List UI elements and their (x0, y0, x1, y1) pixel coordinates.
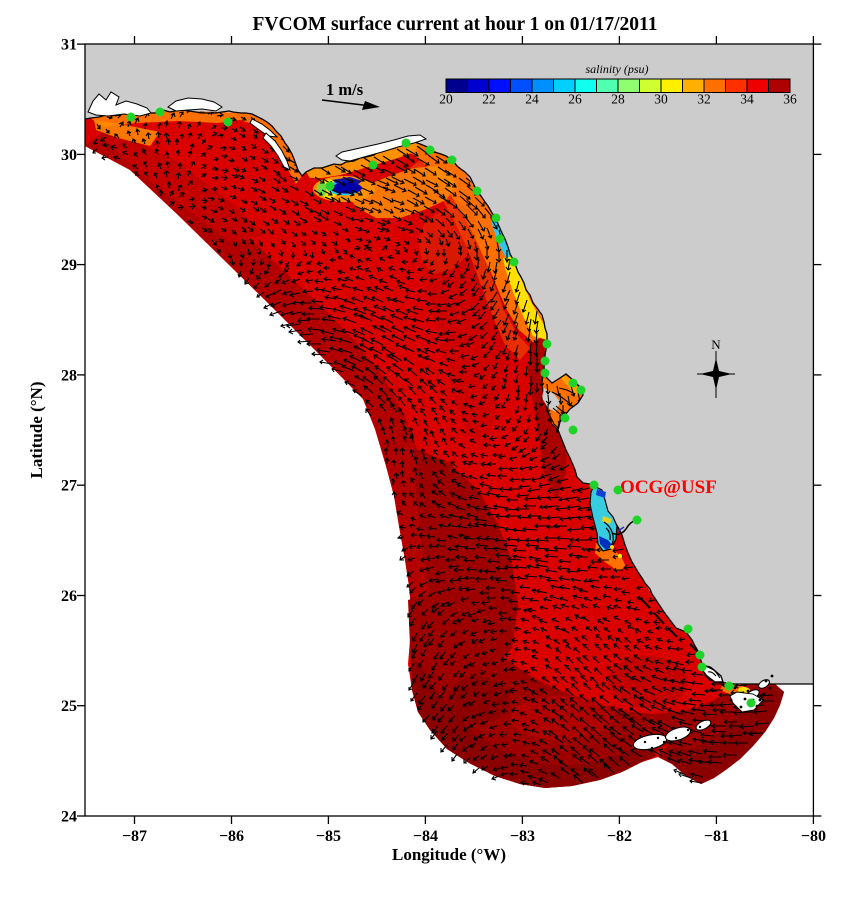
svg-text:24: 24 (61, 809, 77, 826)
svg-text:31: 31 (61, 37, 77, 54)
svg-text:26: 26 (61, 588, 77, 605)
svg-text:30: 30 (61, 147, 77, 164)
svg-text:−85: −85 (316, 828, 341, 845)
svg-text:30: 30 (654, 92, 668, 107)
svg-text:−84: −84 (413, 828, 438, 845)
svg-text:24: 24 (525, 92, 539, 107)
svg-text:salinity (psu): salinity (psu) (586, 62, 649, 76)
svg-text:N: N (711, 337, 721, 352)
svg-text:26: 26 (568, 92, 582, 107)
svg-text:32: 32 (697, 92, 711, 107)
svg-text:1 m/s: 1 m/s (326, 80, 364, 99)
svg-text:36: 36 (783, 92, 797, 107)
svg-text:27: 27 (61, 478, 77, 495)
svg-text:−80: −80 (801, 828, 826, 845)
svg-text:OCG@USF: OCG@USF (620, 477, 717, 498)
svg-text:Longitude (°W): Longitude (°W) (392, 845, 506, 864)
svg-text:28: 28 (611, 92, 625, 107)
svg-text:−87: −87 (122, 828, 147, 845)
svg-text:29: 29 (61, 257, 77, 274)
svg-text:28: 28 (61, 367, 77, 384)
svg-text:−86: −86 (219, 828, 244, 845)
svg-text:25: 25 (61, 698, 77, 715)
svg-text:−83: −83 (510, 828, 535, 845)
svg-text:22: 22 (482, 92, 496, 107)
svg-text:34: 34 (740, 92, 754, 107)
svg-text:−82: −82 (607, 828, 632, 845)
svg-text:FVCOM surface current at hour: FVCOM surface current at hour 1 on 01/17… (253, 14, 658, 35)
svg-text:20: 20 (439, 92, 453, 107)
svg-text:−81: −81 (704, 828, 729, 845)
svg-text:Latitude (°N): Latitude (°N) (27, 382, 46, 479)
